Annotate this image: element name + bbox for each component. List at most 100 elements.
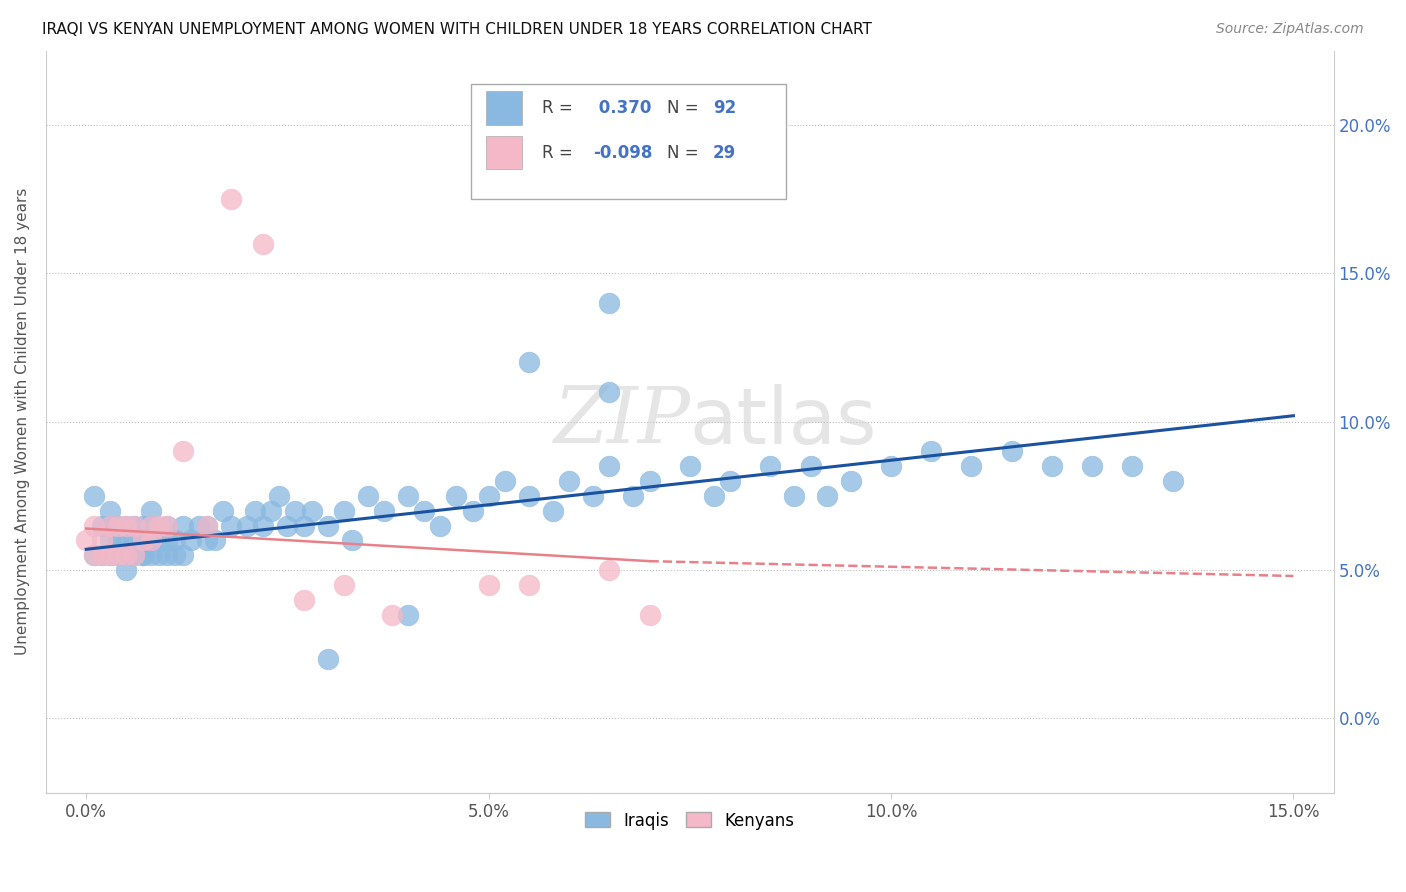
Point xyxy=(98,518,121,533)
Point xyxy=(598,296,620,310)
Point xyxy=(582,489,605,503)
Point xyxy=(332,504,354,518)
Text: 29: 29 xyxy=(713,144,737,161)
Point xyxy=(148,548,170,562)
Point xyxy=(156,518,179,533)
Point xyxy=(98,533,121,548)
Point xyxy=(759,459,782,474)
Point xyxy=(558,474,581,488)
Point xyxy=(598,384,620,399)
Point xyxy=(623,489,645,503)
Bar xyxy=(486,92,523,125)
Point xyxy=(598,459,620,474)
Point xyxy=(124,518,146,533)
Point xyxy=(316,518,339,533)
Point xyxy=(91,548,114,562)
Point xyxy=(83,518,105,533)
Point xyxy=(163,533,186,548)
Point xyxy=(541,504,564,518)
Point xyxy=(284,504,307,518)
Point xyxy=(920,444,942,458)
Point xyxy=(131,548,153,562)
Point xyxy=(139,504,162,518)
Point xyxy=(131,548,153,562)
Point xyxy=(429,518,451,533)
Point xyxy=(381,607,404,622)
Point xyxy=(1040,459,1063,474)
Point xyxy=(517,489,540,503)
Point xyxy=(373,504,395,518)
Point xyxy=(115,518,138,533)
Point xyxy=(195,518,218,533)
Point xyxy=(301,504,323,518)
Text: N =: N = xyxy=(666,99,703,117)
Point xyxy=(180,533,202,548)
Point xyxy=(172,444,194,458)
Point xyxy=(880,459,903,474)
Point xyxy=(139,518,162,533)
Point xyxy=(1001,444,1024,458)
Point xyxy=(252,236,274,251)
Point xyxy=(98,504,121,518)
Point xyxy=(204,533,226,548)
Point xyxy=(357,489,380,503)
Point xyxy=(413,504,436,518)
Point xyxy=(107,533,129,548)
Text: 92: 92 xyxy=(713,99,737,117)
Point xyxy=(446,489,468,503)
Text: N =: N = xyxy=(666,144,703,161)
Point xyxy=(83,489,105,503)
Point xyxy=(107,518,129,533)
Point xyxy=(212,504,235,518)
Point xyxy=(1121,459,1143,474)
Point xyxy=(494,474,516,488)
Point xyxy=(316,652,339,666)
Point xyxy=(783,489,806,503)
Point xyxy=(139,533,162,548)
Point xyxy=(219,192,242,206)
Text: ZIP: ZIP xyxy=(553,384,690,459)
Point xyxy=(292,518,315,533)
Text: R =: R = xyxy=(541,99,578,117)
Point xyxy=(172,548,194,562)
Point xyxy=(75,533,97,548)
Point xyxy=(517,355,540,369)
Point xyxy=(107,548,129,562)
Point xyxy=(156,518,179,533)
Point xyxy=(269,489,291,503)
Y-axis label: Unemployment Among Women with Children Under 18 years: Unemployment Among Women with Children U… xyxy=(15,188,30,656)
Point xyxy=(245,504,267,518)
FancyBboxPatch shape xyxy=(471,84,786,199)
Text: atlas: atlas xyxy=(690,384,877,459)
Point xyxy=(260,504,283,518)
Point xyxy=(148,533,170,548)
Point xyxy=(131,533,153,548)
Point xyxy=(156,548,179,562)
Point xyxy=(340,533,363,548)
Point xyxy=(91,518,114,533)
Point xyxy=(960,459,983,474)
Point xyxy=(115,548,138,562)
Point xyxy=(98,548,121,562)
Point xyxy=(638,474,661,488)
Point xyxy=(124,518,146,533)
Point xyxy=(91,533,114,548)
Text: 0.370: 0.370 xyxy=(593,99,651,117)
Point xyxy=(195,518,218,533)
Point xyxy=(839,474,862,488)
Point xyxy=(124,548,146,562)
Point xyxy=(815,489,838,503)
Point xyxy=(236,518,259,533)
Text: R =: R = xyxy=(541,144,578,161)
Legend: Iraqis, Kenyans: Iraqis, Kenyans xyxy=(579,805,801,837)
Point xyxy=(115,563,138,577)
Point xyxy=(219,518,242,533)
Point xyxy=(83,548,105,562)
Point xyxy=(718,474,741,488)
Point xyxy=(332,578,354,592)
Point xyxy=(517,578,540,592)
Point xyxy=(799,459,821,474)
Point xyxy=(478,489,501,503)
Point xyxy=(292,592,315,607)
Point xyxy=(195,533,218,548)
